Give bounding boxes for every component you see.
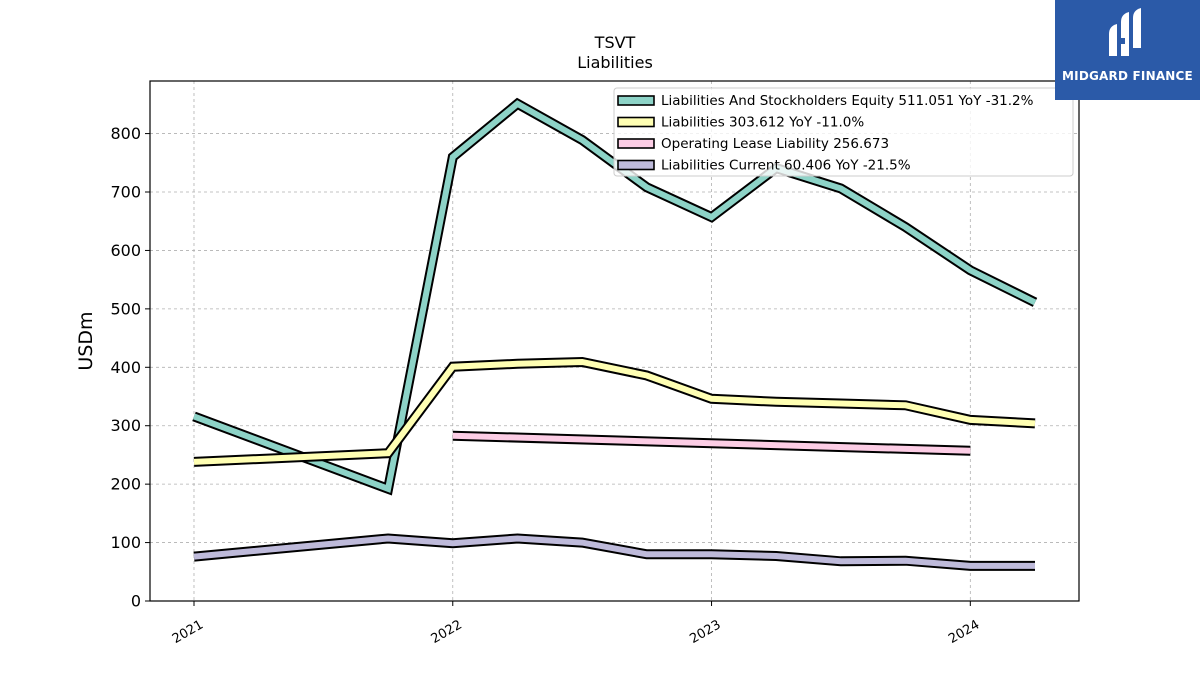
legend-entry: Operating Lease Liability 256.673 [661, 136, 889, 152]
legend-swatch [617, 138, 655, 149]
legend-entry: Liabilities Current 60.406 YoY -21.5% [661, 158, 911, 174]
plot-frame [149, 80, 1080, 602]
logo-mark-icon [1109, 8, 1141, 56]
series-line-1 [192, 97, 1038, 496]
series-line-2 [193, 356, 1036, 467]
series-line-3 [452, 430, 971, 456]
series-line-4 [193, 533, 1035, 571]
x-tick-label: 2022 [429, 617, 465, 647]
logo-text: MIDGARD FINANCE [1062, 69, 1193, 83]
legend-swatch [617, 159, 655, 171]
legend-box [613, 87, 1074, 177]
y-tick-label: 600 [110, 241, 141, 260]
x-tick-label: 2023 [687, 617, 723, 647]
y-tick-label: 500 [110, 299, 141, 318]
y-tick-label: 400 [110, 358, 141, 377]
chart-subtitle: Liabilities [577, 53, 653, 72]
y-tick-label: 200 [110, 475, 141, 494]
legend-swatch [617, 95, 655, 106]
y-tick-label: 0 [131, 592, 141, 611]
y-axis-label: USDm [75, 311, 97, 370]
x-tick-label: 2024 [946, 617, 982, 647]
x-axis-ticks: 2021 2022 2023 2024 [170, 601, 982, 647]
y-tick-label: 100 [110, 533, 141, 552]
legend-swatch [617, 116, 655, 128]
chart-title: TSVT [594, 33, 636, 52]
series-lines [192, 97, 1038, 571]
series-stroke [193, 535, 1035, 569]
x-tick-label: 2021 [170, 617, 206, 647]
y-tick-label: 700 [110, 183, 141, 202]
legend: Liabilities And Stockholders Equity 511.… [613, 87, 1074, 177]
y-tick-label: 800 [110, 124, 141, 143]
y-axis-ticks: 0 100 200 300 400 500 600 700 800 [110, 124, 150, 611]
midgard-finance-logo: MIDGARD FINANCE [1055, 0, 1200, 100]
legend-entry: Liabilities 303.612 YoY -11.0% [661, 115, 864, 131]
series-stroke [452, 432, 971, 454]
y-tick-label: 300 [110, 416, 141, 435]
series-stroke [192, 100, 1037, 493]
series-stroke [193, 358, 1036, 465]
legend-entry: Liabilities And Stockholders Equity 511.… [661, 93, 1034, 109]
